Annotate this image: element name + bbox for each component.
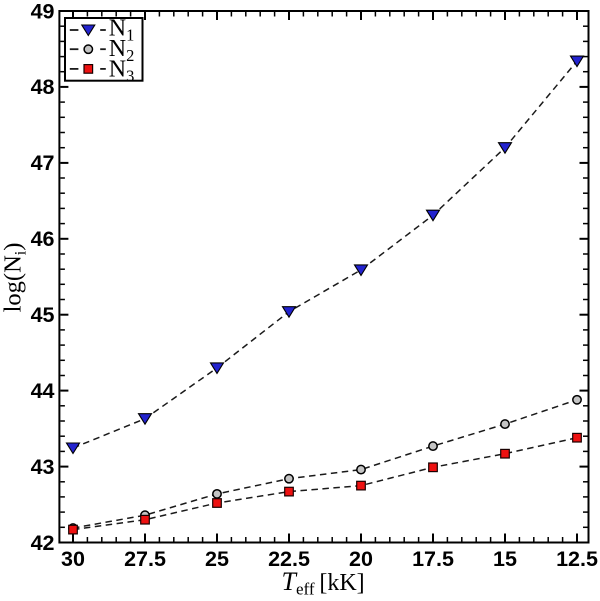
- svg-text:30: 30: [61, 547, 85, 571]
- svg-text:25: 25: [205, 547, 229, 571]
- svg-text:47: 47: [31, 151, 55, 175]
- svg-text:Teff [kK]: Teff [kK]: [282, 567, 365, 596]
- svg-text:27.5: 27.5: [124, 547, 166, 571]
- svg-text:17.5: 17.5: [412, 547, 454, 571]
- svg-text:15: 15: [493, 547, 517, 571]
- svg-text:12.5: 12.5: [556, 547, 598, 571]
- svg-text:22.5: 22.5: [268, 547, 310, 571]
- svg-text:46: 46: [31, 227, 55, 251]
- svg-text:43: 43: [31, 455, 55, 479]
- svg-text:49: 49: [31, 0, 55, 23]
- svg-text:48: 48: [31, 75, 55, 99]
- svg-text:20: 20: [349, 547, 373, 571]
- svg-text:45: 45: [31, 303, 55, 327]
- svg-text:log(Ni): log(Ni): [0, 243, 30, 313]
- svg-text:42: 42: [31, 531, 55, 555]
- svg-text:44: 44: [31, 379, 55, 403]
